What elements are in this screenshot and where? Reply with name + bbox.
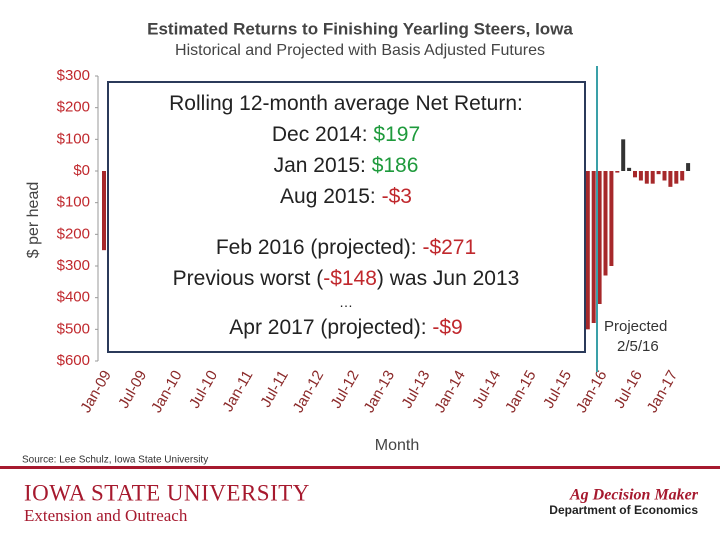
bar: [680, 171, 685, 181]
annotation-text: Dec 2014:: [272, 123, 374, 146]
extension-name: Extension and Outreach: [24, 506, 188, 525]
annotation-value: -$3: [382, 185, 412, 208]
annotation-line: …: [339, 294, 353, 310]
annotation-line: Aug 2015: -$3: [280, 185, 412, 208]
department-name: Department of Economics: [549, 503, 698, 517]
bar: [615, 171, 620, 173]
annotation-line: Previous worst (-$148) was Jun 2013: [173, 267, 520, 290]
annotation-text: Feb 2016 (projected):: [216, 236, 423, 259]
annotation-text: ) was Jun 2013: [377, 267, 519, 290]
annotation-value: -$9: [432, 316, 462, 339]
university-name: IOWA STATE UNIVERSITY: [24, 480, 310, 505]
bar: [662, 171, 667, 181]
projected-date: 2/5/16: [617, 338, 659, 355]
y-tick-label: $400: [57, 289, 90, 306]
y-tick-label: $500: [57, 320, 90, 337]
bar: [633, 171, 637, 178]
footer-rule: [0, 466, 720, 469]
bar: [674, 171, 679, 184]
chart-title: Estimated Returns to Finishing Yearling …: [147, 19, 573, 38]
y-tick-label: $200: [57, 225, 90, 242]
annotation-box: [107, 81, 586, 353]
bar: [603, 171, 608, 276]
annotation-line: Jan 2015: $186: [274, 154, 419, 177]
annotation-value: $186: [372, 154, 419, 177]
annotation-line: Apr 2017 (projected): -$9: [229, 316, 462, 339]
program-name: Ag Decision Maker: [569, 487, 699, 504]
bar: [102, 171, 106, 251]
chart-subtitle: Historical and Projected with Basis Adju…: [175, 42, 545, 59]
annotation-value: -$271: [422, 236, 476, 259]
annotation-line: Feb 2016 (projected): -$271: [216, 236, 476, 259]
bar: [644, 171, 649, 184]
y-axis-label: $ per head: [25, 182, 42, 259]
annotation-value: -$148: [323, 267, 377, 290]
bar: [585, 171, 590, 330]
annotation-text: Previous worst (: [173, 267, 324, 290]
annotation-value: $197: [373, 123, 420, 146]
y-tick-label: $300: [57, 257, 90, 274]
bar: [686, 163, 691, 171]
annotation-text: Aug 2015:: [280, 185, 382, 208]
x-axis-label: Month: [375, 437, 419, 454]
y-tick-label: $300: [57, 67, 90, 84]
source: Source: Lee Schulz, Iowa State Universit…: [22, 455, 208, 466]
bar: [638, 171, 643, 181]
bar: [627, 167, 632, 171]
bar: [591, 171, 596, 323]
annotation-text: Rolling 12-month average Net Return:: [169, 92, 523, 115]
bar: [650, 171, 655, 184]
y-tick-label: $0: [73, 162, 90, 179]
y-tick-label: $100: [57, 194, 90, 211]
annotation-text: Apr 2017 (projected):: [229, 316, 432, 339]
annotation-line: Rolling 12-month average Net Return:: [169, 92, 523, 115]
y-tick-label: $600: [57, 352, 90, 369]
bar: [656, 171, 661, 175]
annotation-text: Jan 2015:: [274, 154, 372, 177]
y-tick-label: $100: [57, 130, 90, 147]
annotation-text: …: [339, 294, 353, 310]
bar: [609, 171, 614, 266]
y-tick-label: $200: [57, 99, 90, 116]
bar: [597, 171, 602, 304]
bar: [621, 139, 626, 171]
annotation-line: Dec 2014: $197: [272, 123, 420, 146]
bar: [668, 171, 673, 187]
projected-label: Projected: [604, 318, 667, 335]
